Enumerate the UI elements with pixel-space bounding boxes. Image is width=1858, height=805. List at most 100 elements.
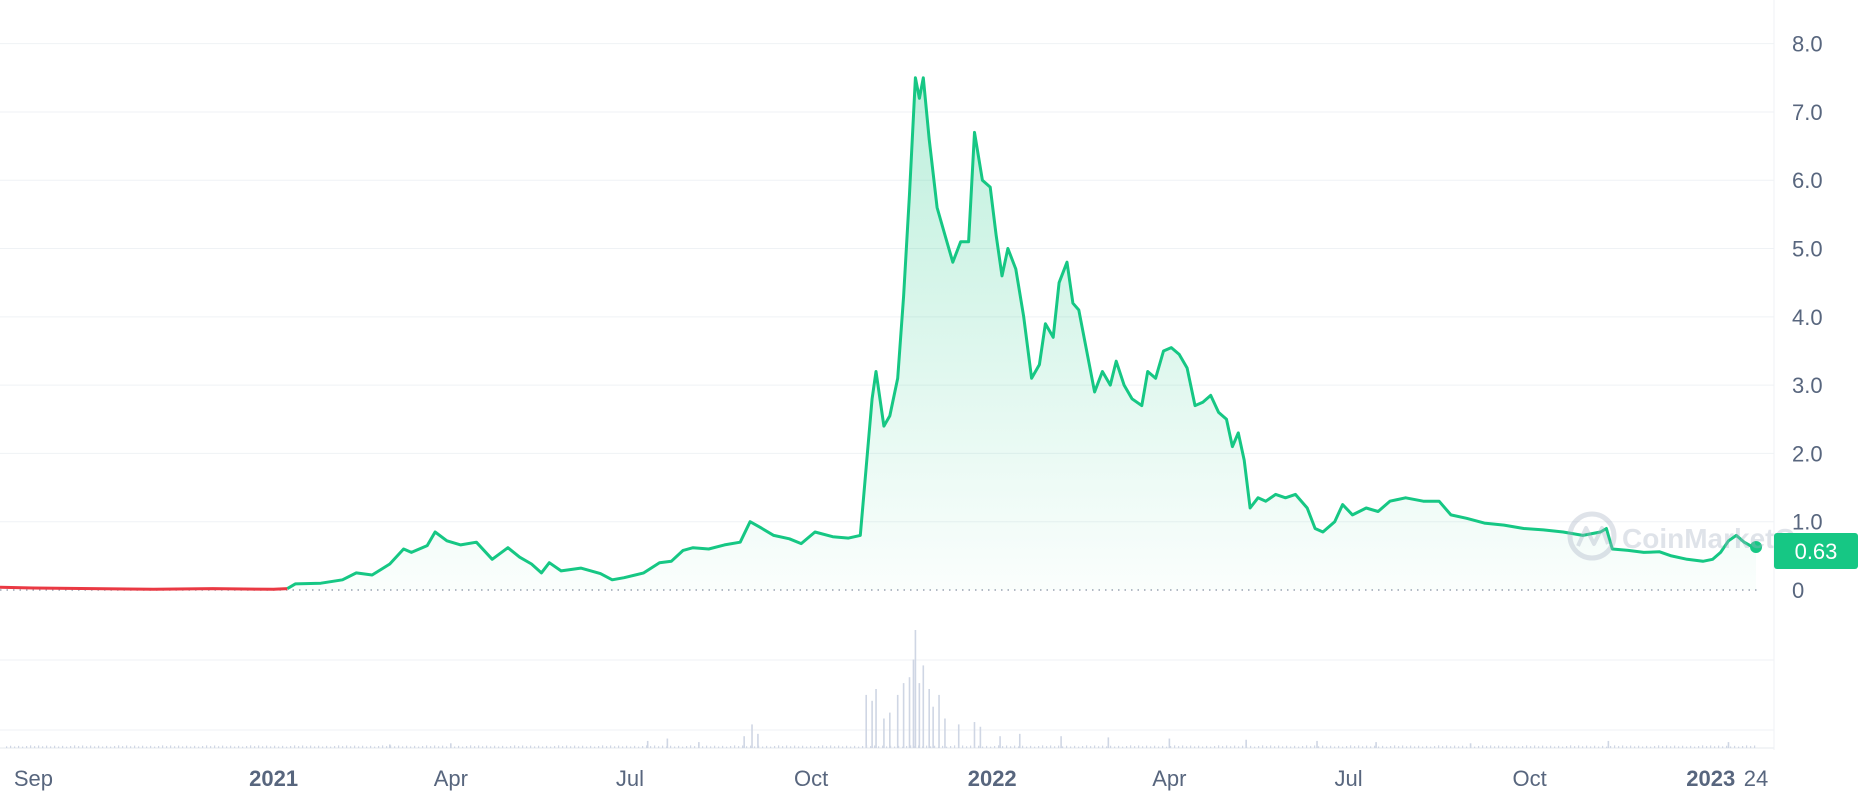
- volume-bar: [934, 746, 935, 748]
- volume-bar: [1538, 746, 1539, 748]
- volume-bar: [1722, 746, 1723, 748]
- volume-bar: [298, 746, 299, 748]
- y-tick-label: 0: [1792, 578, 1804, 603]
- volume-bar: [270, 746, 271, 748]
- volume-bar: [1298, 747, 1299, 748]
- volume-bar: [58, 746, 59, 748]
- volume-bar: [871, 701, 873, 748]
- volume-bar: [1190, 746, 1191, 748]
- volume-bar: [946, 747, 947, 748]
- volume-bar: [1570, 745, 1571, 748]
- volume-bar: [710, 746, 711, 748]
- volume-bar: [1138, 746, 1139, 748]
- y-axis: 01.02.03.04.05.06.07.08.0: [1774, 0, 1823, 750]
- volume-bar: [470, 745, 471, 748]
- volume-bar: [1258, 746, 1259, 748]
- volume-bar: [198, 747, 199, 748]
- volume-bar: [1614, 745, 1615, 748]
- volume-bar: [610, 746, 611, 748]
- volume-bar: [1330, 746, 1331, 748]
- volume-bar: [1346, 746, 1347, 748]
- x-tick-label: Apr: [434, 766, 468, 791]
- volume-bar: [1682, 746, 1683, 748]
- volume-bar: [622, 746, 623, 748]
- volume-bar: [502, 746, 503, 748]
- volume-bar: [1054, 746, 1055, 748]
- volume-bar: [834, 746, 835, 748]
- volume-bar: [46, 746, 47, 748]
- volume-bar: [1646, 746, 1647, 748]
- volume-bar: [928, 689, 930, 748]
- volume-bar: [394, 746, 395, 748]
- y-tick-label: 1.0: [1792, 510, 1823, 535]
- volume-bar: [446, 746, 447, 748]
- volume-bar: [406, 746, 407, 748]
- volume-bar: [1310, 746, 1311, 748]
- volume-bar: [722, 746, 723, 748]
- volume-bar: [158, 746, 159, 748]
- volume-bar: [462, 747, 463, 748]
- volume-bar: [678, 746, 679, 748]
- volume-bar: [382, 745, 383, 748]
- volume-bar: [1186, 746, 1187, 748]
- volume-bar: [342, 746, 343, 748]
- grid-lines: [0, 44, 1774, 748]
- volume-bar: [919, 683, 921, 748]
- volume-bar: [258, 746, 259, 748]
- volume-bar: [38, 746, 39, 748]
- current-price-badge: 0.63: [1774, 533, 1858, 569]
- volume-bar: [1002, 746, 1003, 748]
- volume-bar: [542, 746, 543, 748]
- volume-bar: [1098, 746, 1099, 748]
- volume-bar: [1378, 746, 1379, 748]
- volume-bar: [903, 683, 905, 748]
- volume-bar: [134, 746, 135, 748]
- volume-bar: [1110, 746, 1111, 748]
- volume-bar: [346, 746, 347, 748]
- volume-bar: [846, 746, 847, 748]
- volume-bar: [1270, 746, 1271, 748]
- price-badge-text: 0.63: [1795, 539, 1838, 564]
- volume-bar: [926, 746, 927, 748]
- volume-bar: [1022, 746, 1023, 748]
- volume-bar: [1402, 746, 1403, 748]
- y-tick-label: 2.0: [1792, 441, 1823, 466]
- volume-bar: [878, 746, 879, 748]
- volume-bar: [654, 746, 655, 748]
- volume-bar: [150, 746, 151, 748]
- volume-bar: [1710, 746, 1711, 748]
- volume-bar: [642, 746, 643, 748]
- volume-bar: [510, 746, 511, 748]
- volume-bar: [626, 746, 627, 748]
- volume-bar: [1390, 746, 1391, 748]
- volume-bar: [526, 746, 527, 748]
- volume-bar: [883, 719, 885, 749]
- volume-bar: [1482, 745, 1483, 748]
- volume-bar: [658, 746, 659, 748]
- volume-bar: [1375, 742, 1377, 748]
- volume-bar: [230, 746, 231, 748]
- volume-bar: [1650, 747, 1651, 748]
- volume-bar: [242, 747, 243, 748]
- volume-bar: [594, 747, 595, 748]
- volume-bar: [1338, 746, 1339, 748]
- volume-bar: [1086, 745, 1087, 748]
- y-tick-label: 6.0: [1792, 168, 1823, 193]
- volume-bar: [1608, 741, 1610, 748]
- volume-bar: [330, 747, 331, 748]
- volume-bar: [778, 745, 779, 748]
- volume-bar: [182, 746, 183, 748]
- volume-bar: [786, 746, 787, 748]
- volume-bar: [790, 746, 791, 748]
- volume-bar: [322, 746, 323, 748]
- volume-bar: [106, 746, 107, 748]
- volume-bar: [909, 677, 911, 748]
- volume-bar: [34, 746, 35, 748]
- volume-bar: [1326, 746, 1327, 748]
- volume-bar: [1718, 746, 1719, 748]
- volume-bar: [1314, 746, 1315, 748]
- volume-bar: [1642, 746, 1643, 748]
- x-tick-label: Oct: [794, 766, 828, 791]
